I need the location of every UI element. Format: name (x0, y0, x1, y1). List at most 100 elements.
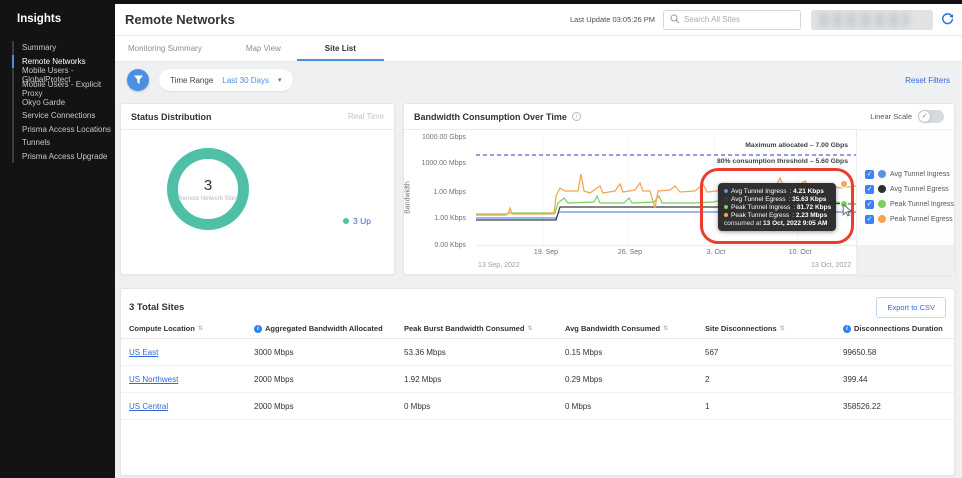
tooltip-dot (724, 205, 728, 209)
sidebar-item-mobile-users-explicit-proxy[interactable]: Mobile Users - Explicit Proxy (12, 80, 115, 98)
time-range-dropdown[interactable]: Time Range Last 30 Days ▾ (159, 69, 293, 91)
time-range-value: Last 30 Days (222, 75, 269, 85)
checkbox-checked-icon[interactable]: ✓ (865, 214, 874, 224)
y-axis-title: Bandwidth (404, 181, 412, 214)
bandwidth-consumption-card: Bandwidth Consumption Over Time i Linear… (403, 103, 955, 275)
redacted-tenant-box (811, 9, 933, 30)
legend-peak-tunnel-egress[interactable]: ✓ Peak Tunnel Egress (865, 214, 953, 224)
legend-footer-area (857, 245, 954, 275)
checkbox-checked-icon[interactable]: ✓ (865, 169, 874, 179)
col-compute-location[interactable]: Compute Location ⇅ (129, 324, 203, 333)
checkbox-checked-icon[interactable]: ✓ (865, 184, 874, 194)
sidebar-item-remote-networks[interactable]: Remote Networks (12, 54, 115, 69)
search-box[interactable] (663, 9, 801, 30)
main-area: Remote Networks Last Update 03:05:26 PM … (115, 4, 962, 478)
site-link-us-east[interactable]: US East (129, 347, 159, 357)
site-count-label: Remote Network Sites (178, 195, 238, 202)
info-icon[interactable]: i (571, 112, 581, 121)
chevron-down-icon: ▾ (277, 77, 282, 84)
col-aggregated-bandwidth-allocated[interactable]: i Aggregated Bandwidth Allocated (254, 324, 404, 333)
search-icon (670, 11, 680, 29)
sort-icon[interactable]: ⇅ (527, 326, 533, 332)
legend-avg-tunnel-egress[interactable]: ✓ Avg Tunnel Egress (865, 184, 949, 194)
sidebar-item-summary[interactable]: Summary (12, 41, 115, 55)
sites-table-card: 3 Total Sites Export to CSV Compute Loca… (120, 288, 955, 476)
bandwidth-card-title: Bandwidth Consumption Over Time (414, 111, 567, 122)
sort-icon[interactable]: ⇅ (779, 326, 785, 332)
series-peak-tunnel-egress (476, 173, 857, 225)
refresh-icon[interactable] (941, 13, 954, 26)
sidebar-nav: Summary Remote Networks Mobile Users - G… (12, 41, 115, 164)
top-window-bar (0, 0, 962, 4)
legend-avg-tunnel-ingress[interactable]: ✓ Avg Tunnel Ingress (865, 169, 950, 179)
table-header-row: Compute Location ⇅ i Aggregated Bandwidth … (121, 319, 954, 339)
range-start-date: 13 Sep, 2022 (478, 262, 520, 269)
reset-filters-button[interactable]: Reset Filters (905, 75, 950, 85)
status-card-title: Status Distribution (131, 111, 212, 122)
x-tick: 3. Oct (706, 249, 726, 256)
search-input[interactable] (684, 15, 794, 24)
chart-plot[interactable]: Maximum allocated – 7.00 Gbps 80% consum… (476, 136, 857, 249)
chart-legend: ✓ Avg Tunnel Ingress ✓ Avg Tunnel Egress… (856, 130, 954, 275)
series-color-dot (878, 185, 886, 193)
sidebar-item-okyo-garde[interactable]: Okyo Garde (12, 95, 115, 109)
table-title: 3 Total Sites (129, 301, 185, 313)
y-tick: 1000.00 Mbps (421, 160, 466, 167)
content-area: Status Distribution Real Time 3 Remote N… (115, 98, 962, 476)
filter-icon[interactable] (127, 69, 149, 91)
threshold-80-label: 80% consumption threshold – 5.60 Gbps (716, 158, 848, 165)
chart-tooltip: Avg Tunnel Ingress4.21 Kbps Avg Tunnel E… (718, 183, 836, 231)
series-color-dot (878, 170, 886, 178)
col-disconnections-duration[interactable]: i Disconnections Duration (843, 324, 946, 333)
col-site-disconnections[interactable]: Site Disconnections ⇅ (705, 324, 785, 333)
time-range-label: Time Range (170, 75, 214, 85)
tab-monitoring-summary[interactable]: Monitoring Summary (128, 44, 202, 53)
table-row: US East 3000 Mbps 53.36 Mbps 0.15 Mbps 5… (121, 339, 954, 366)
y-tick: 1.00 Mbps (433, 189, 466, 196)
table-row: US Northwest 2000 Mbps 1.92 Mbps 0.29 Mb… (121, 366, 954, 393)
y-tick: 1.00 Kbps (434, 215, 466, 222)
table-row: US Central 2000 Mbps 0 Mbps 0 Mbps 1 358… (121, 393, 954, 420)
x-tick: 10. Oct (788, 249, 812, 256)
sort-icon[interactable]: ⇅ (197, 326, 203, 332)
series-color-dot (878, 200, 886, 208)
site-link-us-central[interactable]: US Central (129, 401, 169, 411)
sidebar-item-service-connections[interactable]: Service Connections (12, 108, 115, 123)
real-time-badge: Real Time (347, 112, 384, 121)
linear-scale-label: Linear Scale (870, 112, 912, 121)
sidebar-item-prisma-access-locations[interactable]: Prisma Access Locations (12, 122, 115, 137)
up-status-dot (343, 218, 349, 224)
tooltip-dot (724, 197, 728, 201)
y-tick: 0.00 Kbps (434, 242, 466, 249)
tab-map-view[interactable]: Map View (245, 44, 281, 53)
page-header: Remote Networks Last Update 03:05:26 PM (115, 4, 962, 36)
tab-site-list[interactable]: Site List (296, 36, 385, 61)
info-icon[interactable]: i (843, 324, 851, 333)
tooltip-dot (724, 213, 728, 217)
status-distribution-card: Status Distribution Real Time 3 Remote N… (120, 103, 395, 275)
y-tick: 1000.00 Gbps (422, 134, 466, 141)
max-allocated-label: Maximum allocated – 7.00 Gbps (745, 142, 848, 149)
sidebar-item-mobile-users-globalprotect[interactable]: Mobile Users - GlobalProtect (12, 66, 115, 84)
tooltip-dot (724, 189, 728, 193)
status-donut-chart[interactable]: 3 Remote Network Sites (167, 148, 249, 230)
checkbox-checked-icon[interactable]: ✓ (865, 199, 874, 209)
site-link-us-northwest[interactable]: US Northwest (129, 374, 179, 384)
sidebar-item-prisma-access-upgrade[interactable]: Prisma Access Upgrade (12, 149, 115, 164)
status-legend-up[interactable]: 3 Up (343, 216, 371, 226)
col-avg-bandwidth-consumed[interactable]: Avg Bandwidth Consumed ⇅ (565, 324, 669, 333)
export-csv-button[interactable]: Export to CSV (876, 296, 946, 318)
page-title: Remote Networks (125, 12, 235, 27)
last-update-text: Last Update 03:05:26 PM (569, 15, 655, 24)
peak-egress-point (840, 180, 848, 188)
bandwidth-chart: Bandwidth 1000.00 Gbps 1000.00 Mbps 1.00… (404, 130, 954, 275)
sort-icon[interactable]: ⇅ (663, 326, 669, 332)
info-icon[interactable]: i (254, 324, 262, 333)
legend-peak-tunnel-ingress[interactable]: ✓ Peak Tunnel Ingress (865, 199, 954, 209)
linear-scale-toggle[interactable]: ✓ (918, 110, 944, 123)
sidebar-item-tunnels[interactable]: Tunnels (12, 136, 115, 150)
col-peak-burst-bandwidth-consumed[interactable]: Peak Burst Bandwidth Consumed ⇅ (404, 324, 533, 333)
x-tick: 26. Sep (617, 249, 643, 256)
series-color-dot (878, 215, 886, 223)
